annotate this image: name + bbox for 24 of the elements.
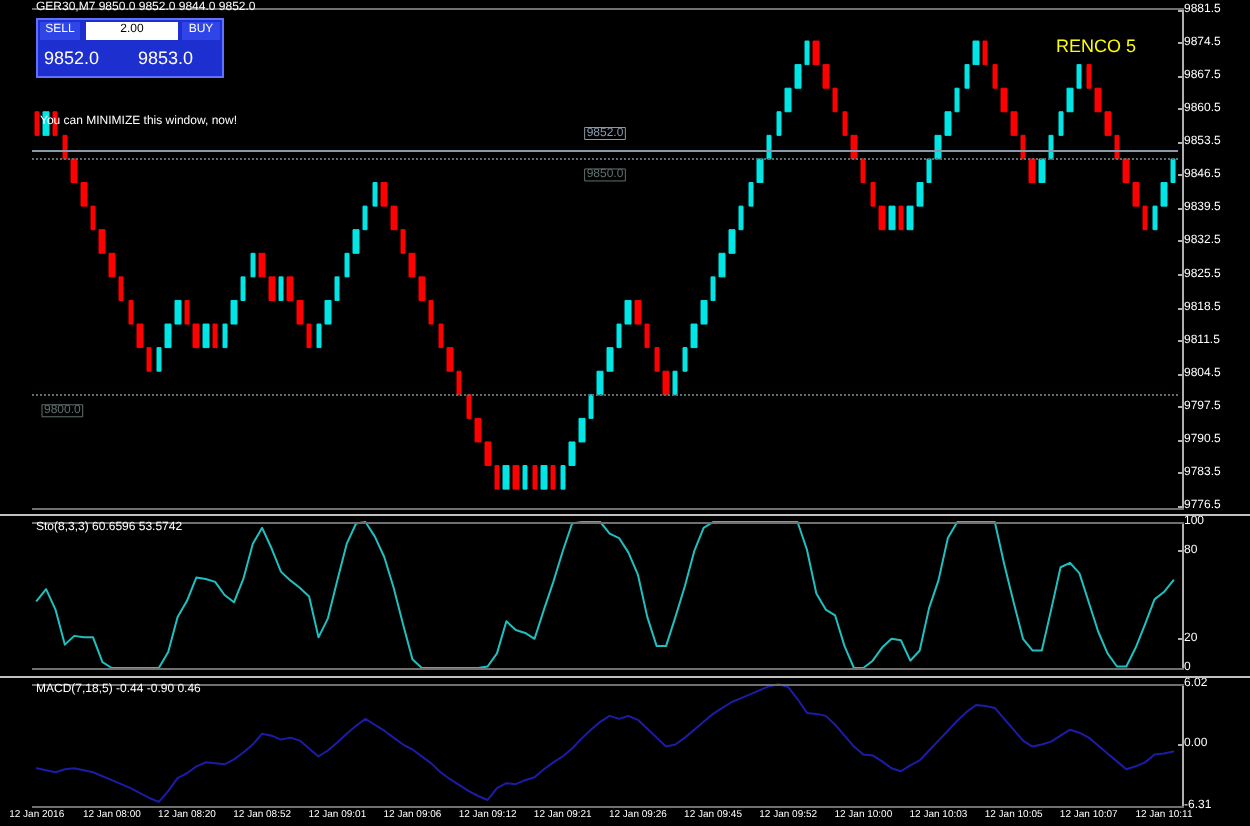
candlestick [372,182,378,207]
candlestick [212,323,218,349]
annotation: 9853.0 [138,48,194,68]
candlestick [888,205,896,231]
line-series [35,521,1175,669]
candlestick [1028,158,1036,184]
candlestick [550,465,556,490]
candlestick [532,465,538,490]
candlestick [250,252,256,278]
candlestick [502,465,510,490]
candlestick [1038,158,1046,184]
annotation: 9852.0 [44,48,100,68]
candlestick [512,465,520,490]
annotation: RENCO 5 [1056,36,1137,56]
candlestick [34,111,40,136]
candlestick [672,370,678,396]
line-series [35,683,1175,803]
candlestick [522,465,528,490]
candlestick [982,40,988,66]
candlestick [202,323,210,349]
candlestick [898,205,904,231]
candlestick [860,158,866,184]
candlestick [278,276,284,301]
candlestick [540,465,548,490]
